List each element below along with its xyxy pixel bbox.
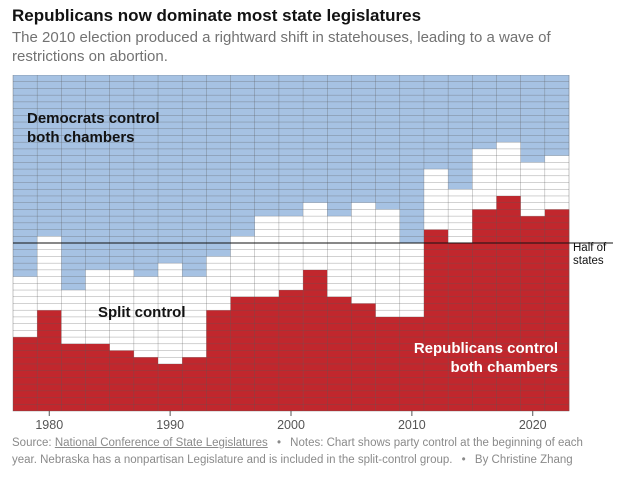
area-segment-split-control-1999 xyxy=(278,216,304,291)
area-segment-republicans-control-both-chambers-2001 xyxy=(303,269,328,411)
area-segment-democrats-control-both-chambers-1983 xyxy=(85,75,110,270)
area-segment-split-control-2011 xyxy=(423,169,449,230)
area-segment-republicans-control-both-chambers-1979 xyxy=(37,310,62,411)
notes-text: Notes: Chart shows party control at the … xyxy=(12,437,583,466)
area-segment-republicans-control-both-chambers-2011 xyxy=(423,229,449,411)
x-tick-label: 2010 xyxy=(398,418,426,432)
x-tick-label: 1990 xyxy=(156,418,184,432)
area-label-democrats-control-both-chambers: both chambers xyxy=(27,129,135,146)
source-link[interactable]: National Conference of State Legislature… xyxy=(54,437,268,449)
area-segment-republicans-control-both-chambers-1993 xyxy=(206,310,231,411)
area-segment-republicans-control-both-chambers-2003 xyxy=(327,296,352,411)
area-segment-split-control-1983 xyxy=(85,269,110,344)
area-label-split-control: Split control xyxy=(98,304,186,321)
area-segment-republicans-control-both-chambers-1989 xyxy=(158,363,183,411)
area-label-republicans-control-both-chambers: both chambers xyxy=(450,359,558,376)
chart-subtitle: The 2010 election produced a rightward s… xyxy=(12,29,551,65)
area-segment-split-control-2005 xyxy=(351,202,376,304)
x-tick-label: 1980 xyxy=(35,418,63,432)
area-segment-democrats-control-both-chambers-2001 xyxy=(303,75,328,203)
source-label: Source: xyxy=(12,437,52,449)
chart-footer: Source: National Conference of State Leg… xyxy=(12,435,604,469)
area-segment-democrats-control-both-chambers-2003 xyxy=(327,75,352,217)
area-segment-republicans-control-both-chambers-1995 xyxy=(230,296,256,411)
area-segment-split-control-1989 xyxy=(158,263,183,364)
area-segment-democrats-control-both-chambers-2009 xyxy=(399,75,425,243)
area-segment-split-control-1995 xyxy=(230,236,256,297)
half-of-states-label: Half of xyxy=(573,242,607,254)
area-segment-democrats-control-both-chambers-1999 xyxy=(278,75,304,217)
area-segment-democrats-control-both-chambers-2015 xyxy=(472,75,497,149)
area-segment-republicans-control-both-chambers-2019 xyxy=(520,216,546,411)
area-segment-split-control-1977 xyxy=(13,276,38,338)
area-segment-democrats-control-both-chambers-1997 xyxy=(254,75,280,217)
chart-title: Republicans now dominate most state legi… xyxy=(12,6,422,25)
area-label-republicans-control-both-chambers: Republicans control xyxy=(414,340,558,357)
area-segment-split-control-2015 xyxy=(472,148,497,210)
area-segment-split-control-1979 xyxy=(37,236,62,311)
half-of-states-label: states xyxy=(573,255,604,267)
area-segment-democrats-control-both-chambers-2013 xyxy=(448,75,473,190)
area-segment-republicans-control-both-chambers-1997 xyxy=(254,296,280,411)
area-segment-democrats-control-both-chambers-2019 xyxy=(520,75,546,163)
area-segment-republicans-control-both-chambers-1985 xyxy=(109,350,135,411)
x-tick-label: 2020 xyxy=(519,418,547,432)
area-segment-democrats-control-both-chambers-2005 xyxy=(351,75,376,203)
separator-dot: • xyxy=(276,437,281,449)
area-segment-republicans-control-both-chambers-2013 xyxy=(448,243,473,411)
area-segment-democrats-control-both-chambers-1993 xyxy=(206,75,231,257)
area-segment-republicans-control-both-chambers-1977 xyxy=(13,337,38,411)
byline: By Christine Zhang xyxy=(474,454,573,466)
area-segment-democrats-control-both-chambers-1985 xyxy=(109,75,135,270)
area-segment-split-control-2009 xyxy=(399,243,425,317)
separator-dot: • xyxy=(461,454,466,466)
area-label-democrats-control-both-chambers: Democrats control xyxy=(27,110,160,127)
x-tick-label: 2000 xyxy=(277,418,305,432)
